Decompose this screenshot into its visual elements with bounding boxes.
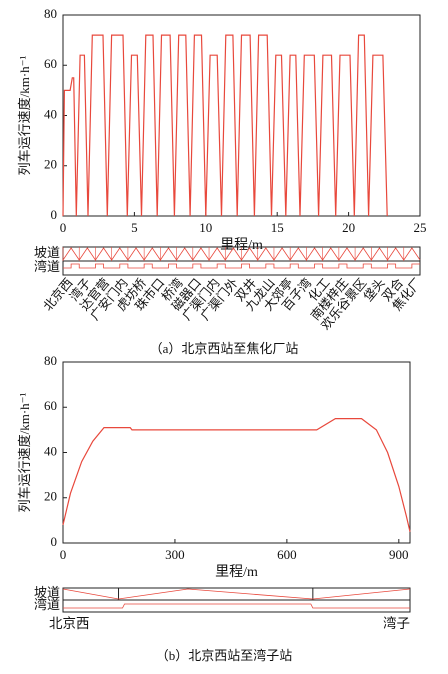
station-label: 湾子: [383, 615, 410, 631]
y-tick-label: 80: [44, 6, 57, 21]
x-tick-label: 10: [199, 220, 212, 235]
x-axis-label: 里程/m: [215, 564, 258, 580]
track-label: 湾道: [34, 597, 60, 612]
y-tick-label: 40: [44, 443, 57, 458]
curve-profile: [63, 263, 420, 269]
y-tick-label: 40: [44, 106, 57, 121]
track-label: 坡道: [34, 585, 60, 600]
x-tick-label: 300: [165, 547, 185, 562]
x-tick-label: 15: [271, 220, 284, 235]
caption: （a）北京西站至焦化厂站: [150, 341, 299, 356]
speed-line: [62, 34, 388, 217]
y-tick-label: 60: [44, 398, 57, 413]
x-tick-label: 0: [60, 220, 67, 235]
x-tick-label: 5: [131, 220, 138, 235]
y-tick-label: 60: [44, 56, 57, 71]
speed-line: [62, 418, 411, 532]
y-tick-label: 20: [44, 157, 57, 172]
y-tick-label: 80: [44, 353, 57, 368]
y-tick-label: 0: [51, 534, 58, 549]
track-label: 坡道: [34, 245, 60, 260]
x-tick-label: 20: [342, 220, 355, 235]
x-tick-label: 0: [60, 547, 67, 562]
y-tick-label: 20: [44, 489, 57, 504]
station-label: 北京西: [49, 616, 90, 631]
y-axis-label: 列车运行速度/km·h⁻¹: [17, 392, 32, 512]
track-label: 湾道: [34, 259, 60, 274]
gradient-profile: [62, 247, 421, 261]
y-tick-label: 0: [51, 207, 58, 222]
plot-frame: [62, 361, 411, 544]
x-tick-label: 25: [414, 220, 427, 235]
caption: （b）北京西站至湾子站: [156, 648, 293, 663]
x-tick-label: 600: [277, 547, 297, 562]
curve-profile: [63, 603, 410, 609]
gradient-profile: [62, 588, 411, 600]
y-axis-label: 列车运行速度/km·h⁻¹: [17, 55, 32, 175]
x-tick-label: 900: [389, 547, 409, 562]
x-axis-label: 里程/m: [220, 237, 263, 253]
